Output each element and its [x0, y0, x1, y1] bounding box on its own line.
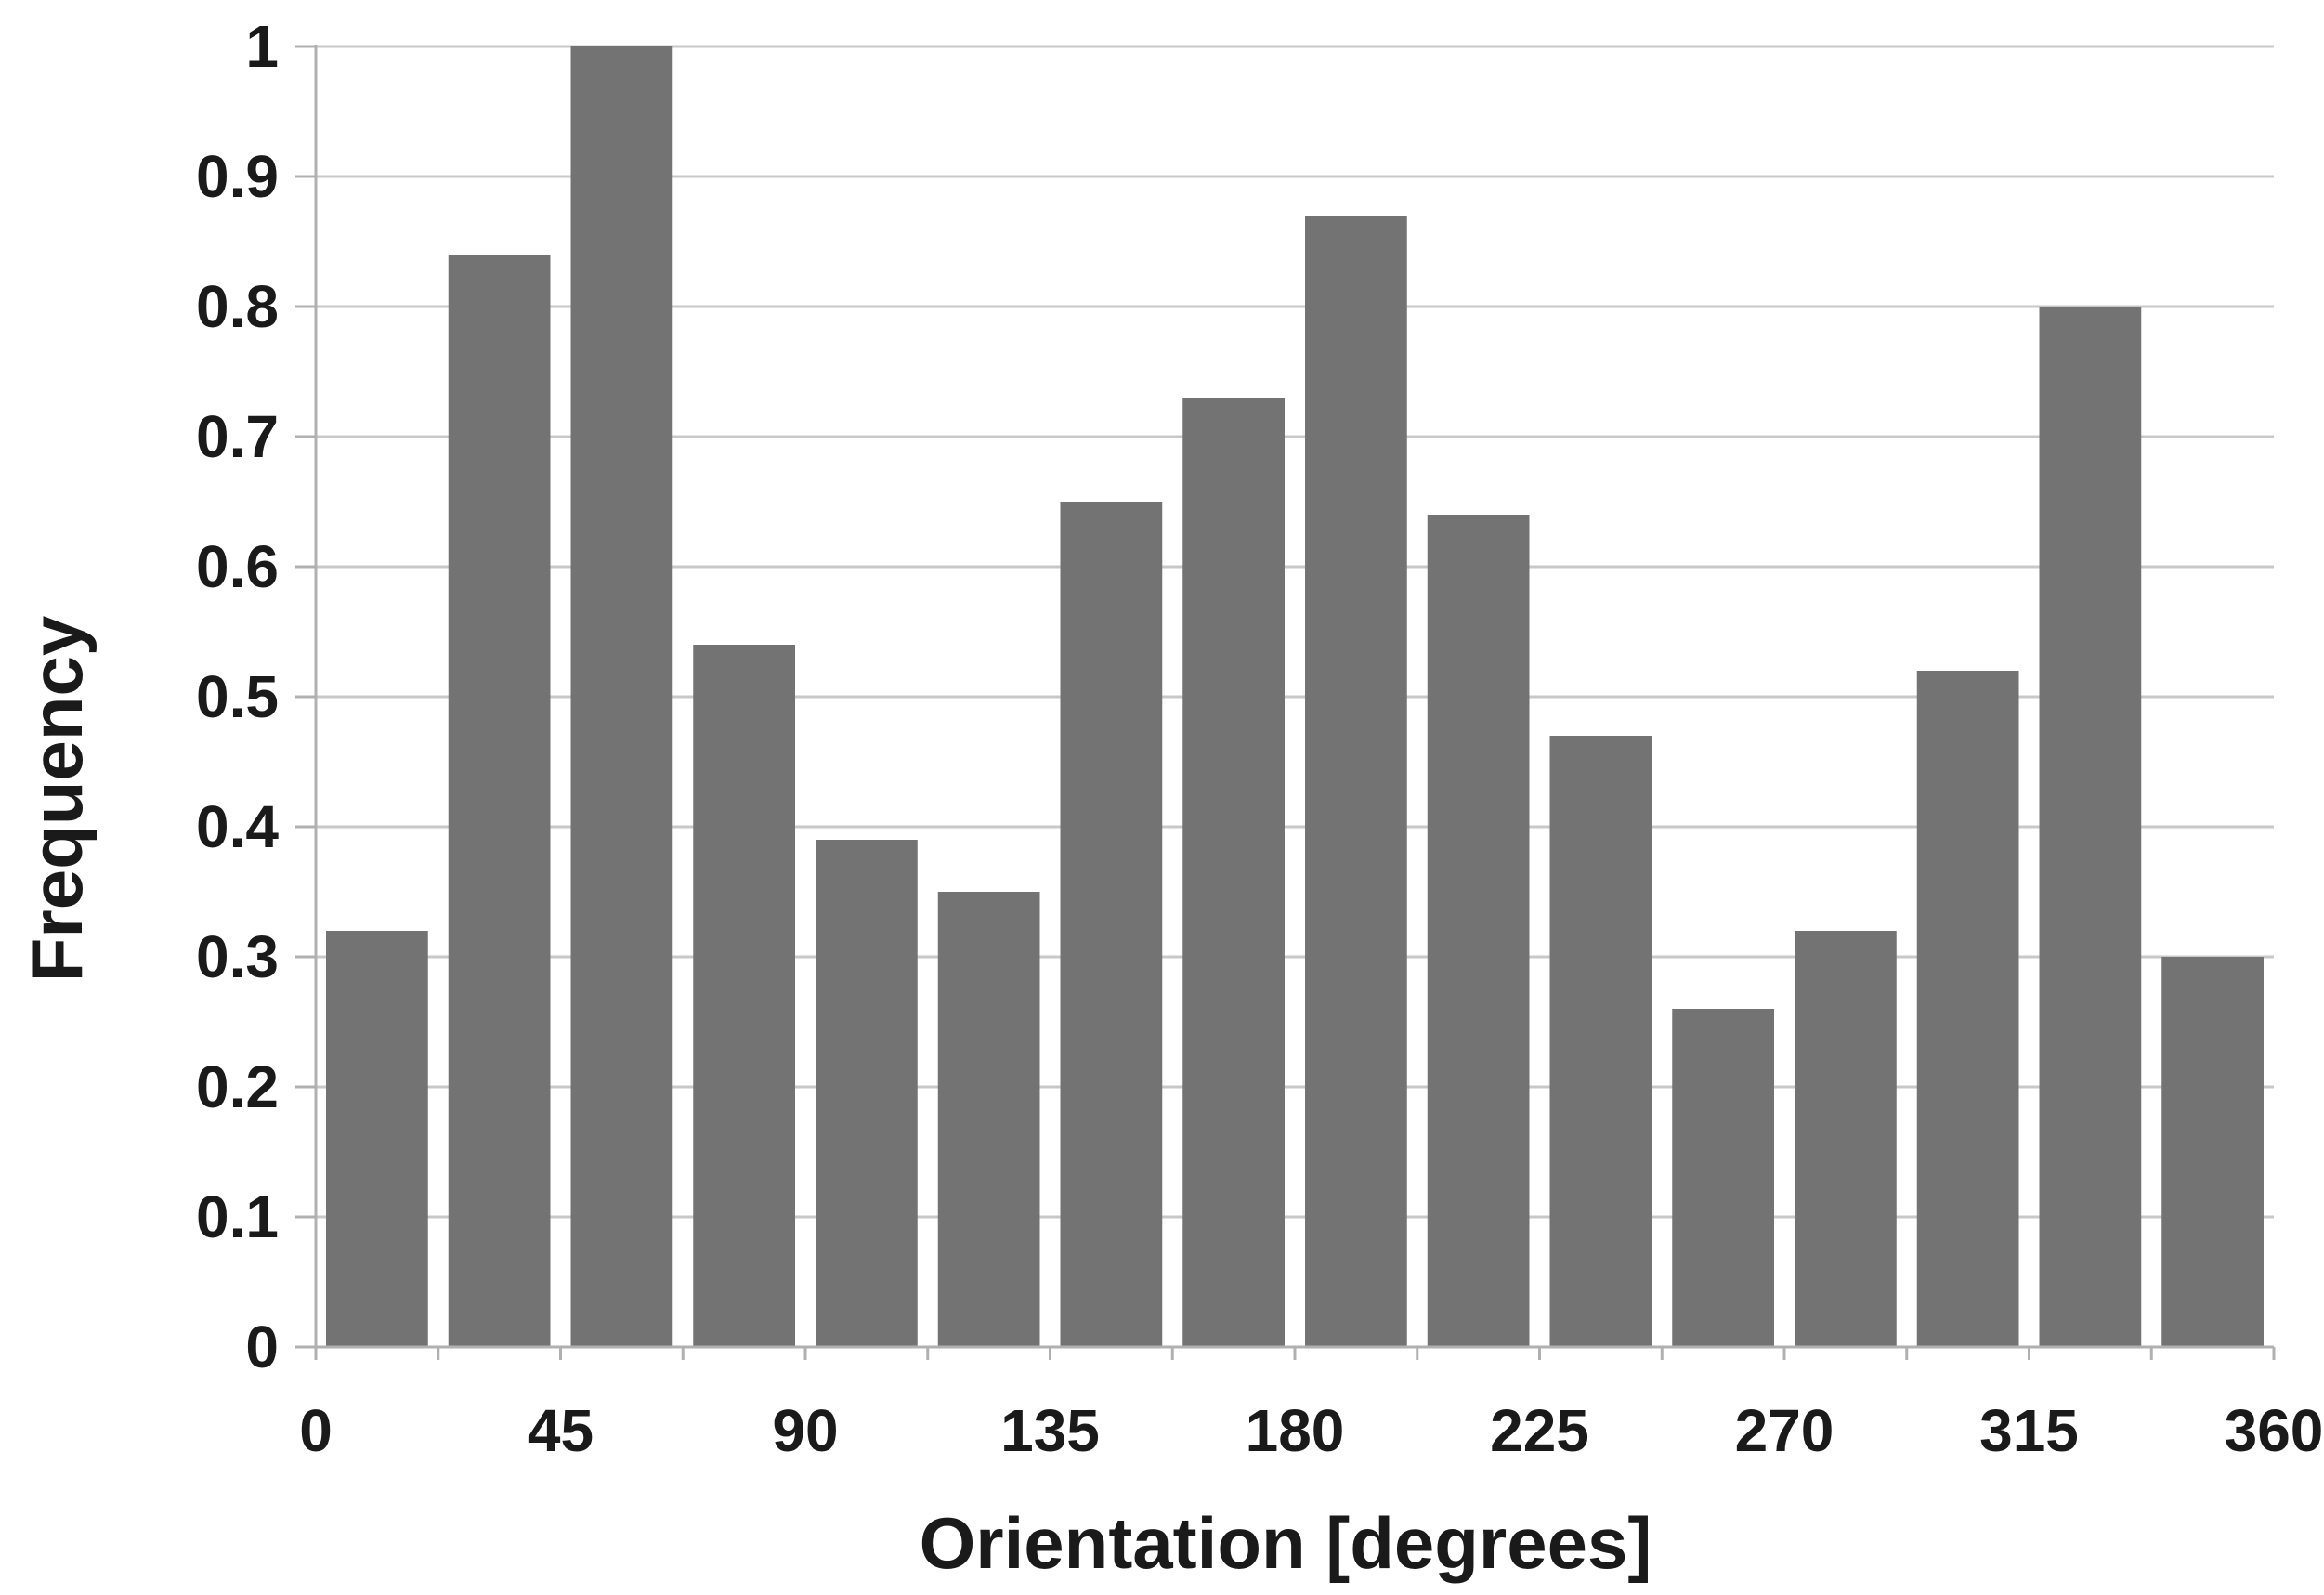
y-tick-label: 0.8: [196, 273, 279, 340]
y-axis-title: Frequency: [16, 616, 98, 982]
x-tick-label: 45: [528, 1397, 594, 1464]
bar: [937, 892, 1040, 1347]
bar: [2039, 307, 2142, 1347]
y-tick-label: 0.6: [196, 533, 279, 600]
bar: [1795, 931, 1897, 1347]
x-tick-label: 90: [772, 1397, 838, 1464]
y-tick-label: 0.1: [196, 1183, 279, 1250]
bar: [1427, 515, 1530, 1347]
y-tick-label: 0.7: [196, 403, 279, 470]
bar: [693, 645, 795, 1347]
y-tick-label: 0.5: [196, 663, 279, 730]
y-tick-label: 0.9: [196, 143, 279, 210]
x-tick-label: 315: [1979, 1397, 2079, 1464]
bar: [1916, 671, 2019, 1347]
bar: [1060, 502, 1163, 1347]
bar: [1672, 1009, 1774, 1347]
bar: [2161, 957, 2264, 1347]
x-tick-label: 135: [1000, 1397, 1100, 1464]
x-tick-label: 270: [1735, 1397, 1834, 1464]
bar: [1182, 398, 1285, 1347]
x-tick-label: 225: [1490, 1397, 1589, 1464]
y-tick-labels: 0 0.1 0.2 0.3 0.4 0.5 0.6 0.7 0.8 0.9 1: [196, 13, 279, 1380]
bar: [570, 46, 673, 1347]
bar: [1549, 736, 1652, 1347]
y-tick-label: 0.3: [196, 923, 279, 990]
x-tick-label: 360: [2225, 1397, 2324, 1464]
y-tick-label: 0.2: [196, 1053, 279, 1120]
x-axis-title: Orientation [degrees]: [920, 1502, 1652, 1584]
bar: [326, 931, 428, 1347]
x-tick-labels: 0 45 90 135 180 225 270 315 360: [299, 1397, 2323, 1464]
y-tick-label: 0.4: [196, 793, 279, 860]
bar: [448, 255, 551, 1347]
bar: [1305, 216, 1407, 1347]
bar: [816, 840, 918, 1347]
bars: [326, 46, 2264, 1347]
x-tick-label: 180: [1246, 1397, 1345, 1464]
y-tick-label: 0: [245, 1314, 279, 1380]
x-tick-label: 0: [299, 1397, 333, 1464]
axes: [295, 45, 2276, 1360]
y-tick-label: 1: [245, 13, 279, 80]
